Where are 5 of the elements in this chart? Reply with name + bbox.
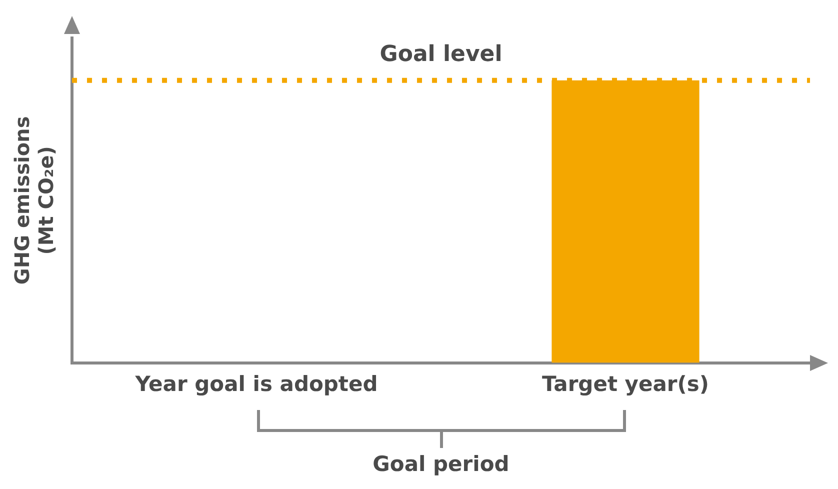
- x-tick-label: Year goal is adopted: [134, 372, 378, 396]
- y-axis-title: GHG emissions (Mt CO₂e): [10, 116, 58, 285]
- x-tick-label: Target year(s): [542, 372, 709, 396]
- text: Goal period: [372, 452, 510, 476]
- ref-line-label: Goal level: [380, 42, 502, 68]
